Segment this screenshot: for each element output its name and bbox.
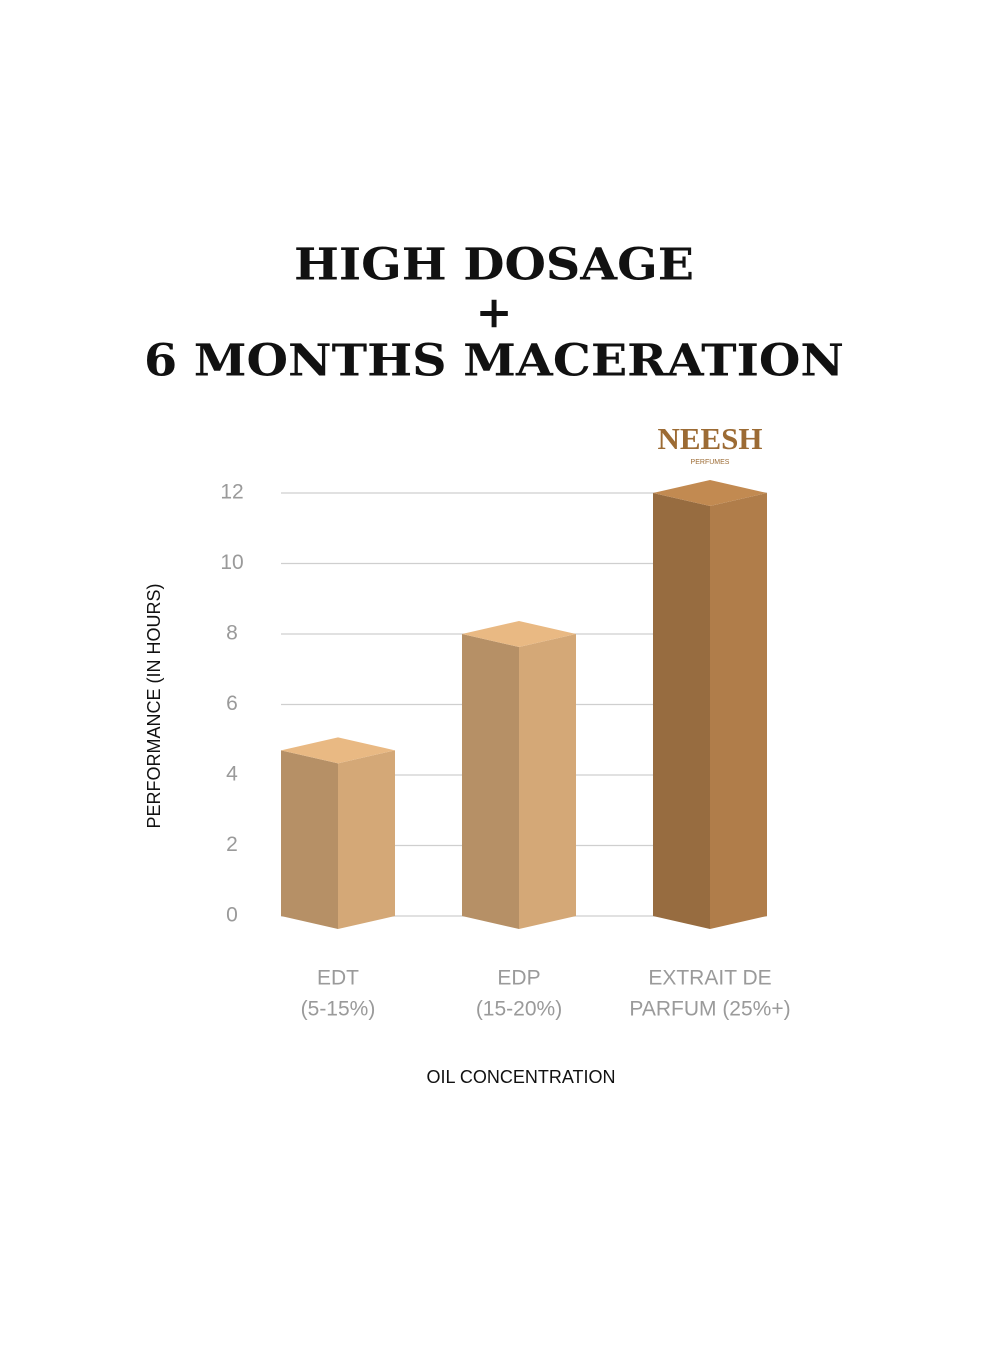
bar bbox=[462, 621, 576, 929]
y-tick-label: 2 bbox=[226, 833, 238, 856]
bar bbox=[653, 480, 767, 929]
title-line: 6 MONTHS MACERATION bbox=[144, 336, 844, 387]
bar-top-face bbox=[462, 621, 576, 647]
bar-left-face bbox=[653, 493, 710, 929]
y-axis-label: PERFORMANCE (IN HOURS) bbox=[144, 583, 164, 828]
brand-name: NEESH bbox=[657, 421, 762, 456]
y-tick-label: 0 bbox=[226, 904, 238, 927]
title-line: + bbox=[476, 288, 513, 339]
bar-right-face bbox=[710, 493, 767, 929]
x-tick-label: PARFUM (25%+) bbox=[629, 998, 790, 1021]
y-tick-label: 10 bbox=[220, 551, 243, 574]
brand-tagline: PERFUMES bbox=[691, 459, 730, 466]
x-tick-label: EDT bbox=[317, 967, 359, 990]
bar-top-face bbox=[281, 737, 395, 764]
x-tick-label: (5-15%) bbox=[301, 998, 376, 1021]
bar-right-face bbox=[338, 750, 395, 929]
bar-top-face bbox=[653, 480, 767, 506]
x-tick-label: EDP bbox=[497, 967, 540, 990]
bar-right-face bbox=[519, 634, 576, 929]
bar-left-face bbox=[281, 750, 338, 929]
bar-left-face bbox=[462, 634, 519, 929]
y-tick-label: 8 bbox=[226, 622, 238, 645]
x-tick-label: EXTRAIT DE bbox=[648, 967, 771, 990]
y-tick-label: 12 bbox=[220, 481, 243, 504]
bar bbox=[281, 737, 395, 929]
x-axis-label: OIL CONCENTRATION bbox=[426, 1067, 615, 1087]
x-tick-label: (15-20%) bbox=[476, 998, 562, 1021]
y-tick-label: 4 bbox=[226, 763, 238, 786]
title-line: HIGH DOSAGE bbox=[294, 240, 694, 291]
y-tick-label: 6 bbox=[226, 692, 238, 715]
